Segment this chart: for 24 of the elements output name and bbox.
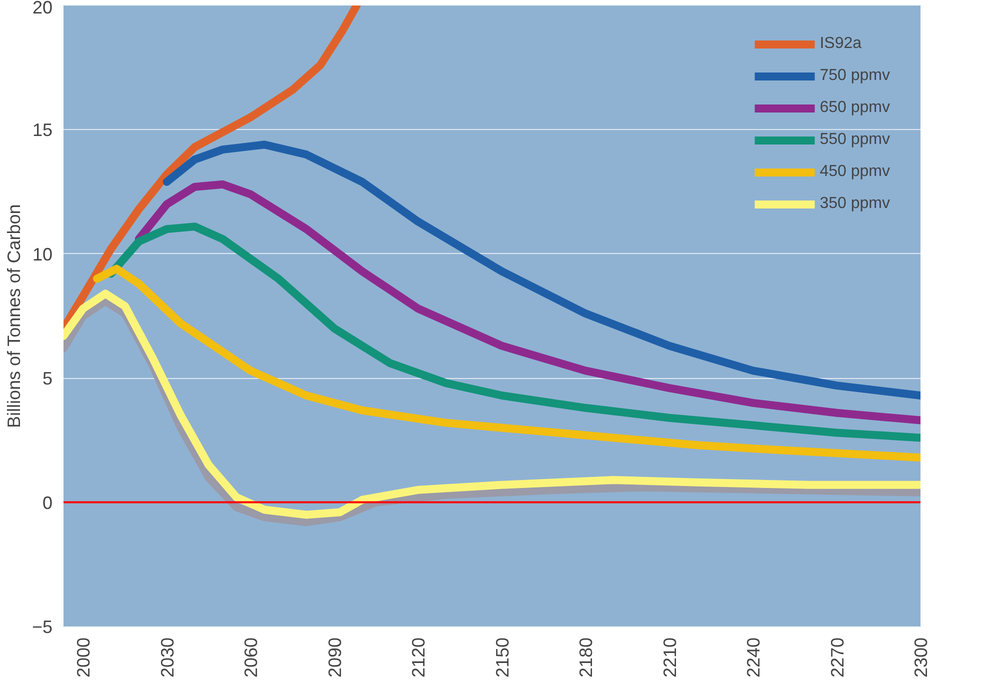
y-tick-label: 15 [32, 120, 53, 140]
x-tick-label: 2030 [157, 637, 178, 678]
y-tick-label: 0 [42, 492, 53, 513]
x-tick-label: 2060 [241, 637, 262, 678]
y-tick-label: 5 [42, 368, 53, 389]
y-tick-label: 10 [32, 244, 53, 264]
y-axis-title: Billions of Tonnes of Carbon [4, 204, 24, 428]
legend-label: IS92a [820, 35, 862, 53]
x-tick-label: 2240 [744, 637, 764, 678]
legend-label: 750 ppmv [820, 67, 890, 85]
x-tick-label: 2090 [324, 637, 345, 678]
x-tick-label: 2210 [660, 637, 680, 678]
x-tick-label: 2150 [492, 637, 512, 678]
x-tick-label: 2180 [576, 637, 596, 678]
legend-label: 550 ppmv [820, 131, 890, 149]
legend-label: 650 ppmv [820, 99, 890, 117]
x-tick-label: 2270 [827, 637, 848, 678]
legend-label: 450 ppmv [820, 163, 890, 181]
x-tick-label: 2300 [911, 637, 931, 678]
x-tick-label: 2120 [408, 637, 429, 678]
y-tick-label: 20 [32, 0, 53, 18]
y-tick-label: −5 [32, 617, 53, 637]
x-tick-label: 2000 [74, 637, 94, 678]
legend-label: 350 ppmv [820, 195, 890, 213]
